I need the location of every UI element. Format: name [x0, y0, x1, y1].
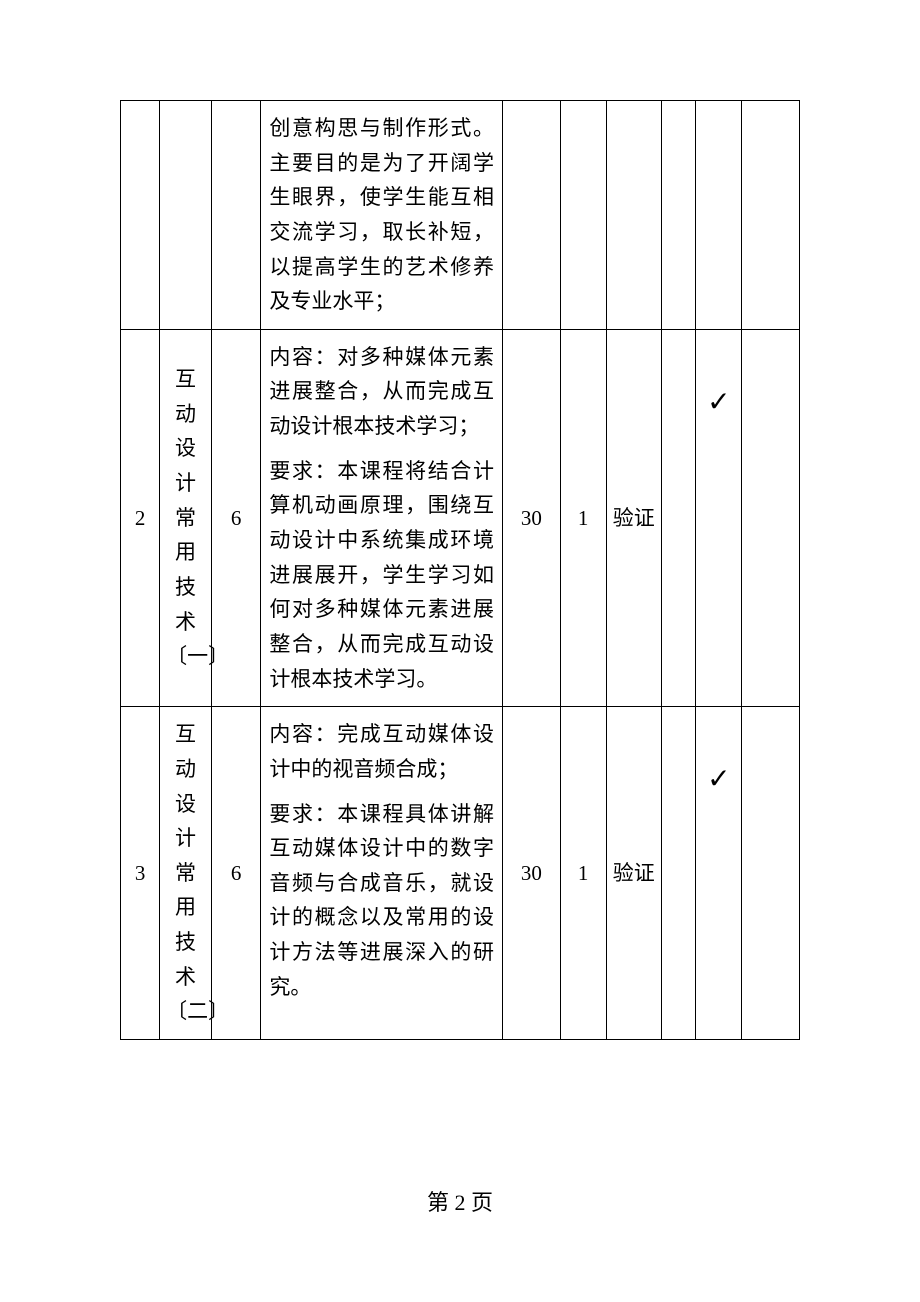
cell-name: 互动设计常用技术〔二〕: [160, 707, 212, 1040]
cell-v1: 30: [503, 707, 561, 1040]
cell-c1: [661, 329, 696, 706]
cell-check: ✓: [696, 329, 742, 706]
cell-check: [696, 101, 742, 330]
cell-v1: 30: [503, 329, 561, 706]
cell-v2: 1: [560, 707, 606, 1040]
content-paragraph: 要求：本课程将结合计算机动画原理，围绕互动设计中系统集成环境进展展开，学生学习如…: [269, 454, 494, 696]
content-paragraph: 内容：对多种媒体元素进展整合，从而完成互动设计根本技术学习；: [269, 340, 494, 444]
cell-type: 验证: [606, 707, 661, 1040]
cell-c3: [742, 101, 800, 330]
table-row: 创意构思与制作形式。主要目的是为了开阔学生眼界，使学生能互相交流学习，取长补短，…: [121, 101, 800, 330]
cell-num: [211, 101, 260, 330]
course-table: 创意构思与制作形式。主要目的是为了开阔学生眼界，使学生能互相交流学习，取长补短，…: [120, 100, 800, 1040]
table-body: 创意构思与制作形式。主要目的是为了开阔学生眼界，使学生能互相交流学习，取长补短，…: [121, 101, 800, 1040]
table-row: 2 互动设计常用技术〔一〕 6 内容：对多种媒体元素进展整合，从而完成互动设计根…: [121, 329, 800, 706]
cell-name: [160, 101, 212, 330]
cell-type: 验证: [606, 329, 661, 706]
content-paragraph: 内容：完成互动媒体设计中的视音频合成；: [269, 717, 494, 786]
page-footer: 第 2 页: [0, 1185, 920, 1217]
cell-c1: [661, 101, 696, 330]
cell-name: 互动设计常用技术〔一〕: [160, 329, 212, 706]
table-row: 3 互动设计常用技术〔二〕 6 内容：完成互动媒体设计中的视音频合成； 要求：本…: [121, 707, 800, 1040]
cell-type: [606, 101, 661, 330]
cell-v2: 1: [560, 329, 606, 706]
page-number: 第 2 页: [427, 1190, 493, 1215]
cell-content: 内容：完成互动媒体设计中的视音频合成； 要求：本课程具体讲解互动媒体设计中的数字…: [261, 707, 503, 1040]
cell-c3: [742, 707, 800, 1040]
cell-content: 创意构思与制作形式。主要目的是为了开阔学生眼界，使学生能互相交流学习，取长补短，…: [261, 101, 503, 330]
cell-idx: 3: [121, 707, 160, 1040]
cell-c3: [742, 329, 800, 706]
cell-v1: [503, 101, 561, 330]
cell-idx: [121, 101, 160, 330]
cell-check: ✓: [696, 707, 742, 1040]
cell-c1: [661, 707, 696, 1040]
content-paragraph: 创意构思与制作形式。主要目的是为了开阔学生眼界，使学生能互相交流学习，取长补短，…: [269, 111, 494, 319]
cell-idx: 2: [121, 329, 160, 706]
page-container: 创意构思与制作形式。主要目的是为了开阔学生眼界，使学生能互相交流学习，取长补短，…: [0, 0, 920, 1040]
cell-num: 6: [211, 707, 260, 1040]
cell-v2: [560, 101, 606, 330]
cell-content: 内容：对多种媒体元素进展整合，从而完成互动设计根本技术学习； 要求：本课程将结合…: [261, 329, 503, 706]
content-paragraph: 要求：本课程具体讲解互动媒体设计中的数字音频与合成音乐，就设计的概念以及常用的设…: [269, 797, 494, 1005]
